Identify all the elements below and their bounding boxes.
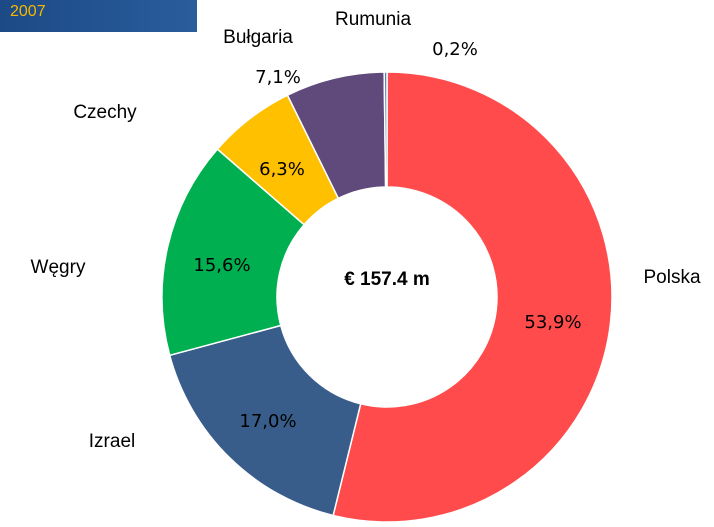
category-label: Polska	[643, 267, 700, 288]
value-label: 6,3%	[259, 159, 305, 180]
center-label: € 157.4 m	[344, 269, 430, 290]
value-label: 0,2%	[432, 39, 478, 60]
slice	[168, 324, 362, 517]
value-label: 15,6%	[193, 255, 250, 276]
category-label: Izrael	[89, 431, 135, 452]
category-label: Bułgaria	[223, 27, 293, 48]
value-label: 17,0%	[239, 411, 296, 432]
category-label: Rumunia	[335, 9, 411, 30]
slice	[383, 71, 388, 188]
category-label: Węgry	[31, 257, 86, 278]
value-label: 53,9%	[524, 312, 581, 333]
chart-title: 2007	[10, 3, 46, 20]
title-box	[0, 0, 197, 32]
category-label: Czechy	[73, 102, 137, 123]
value-label: 7,1%	[255, 67, 301, 88]
slice	[332, 71, 613, 523]
slice	[161, 148, 306, 357]
